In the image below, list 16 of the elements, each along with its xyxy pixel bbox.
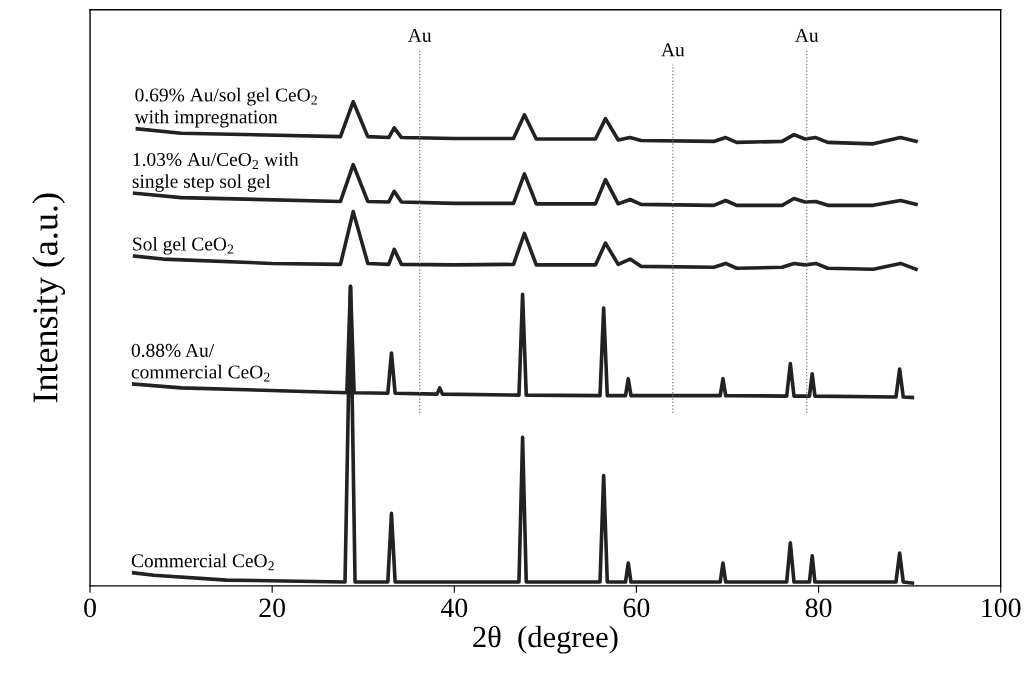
x-tick-label: 60 <box>623 598 650 618</box>
text: 0.69% Au/sol gel CeO$_{2}$ with impregnation <box>134 87 317 128</box>
series-label: 1.03% Au/CeO$_{2}$ with single step sol gel <box>132 152 299 192</box>
x-tick-label: 100 <box>982 598 1021 618</box>
series-label: Commercial CeO$_{2}$ <box>131 553 274 571</box>
x-tick-label: 40 <box>440 598 468 618</box>
ref-line-label: Au <box>795 28 819 42</box>
series-label: Sol gel CeO$_{2}$ <box>133 236 234 255</box>
series-label: 0.88% Au/ commercial CeO$_{2}$ <box>131 343 270 382</box>
x-tick-label: 0 <box>84 598 96 618</box>
y-axis-title: Intensity (a.u.) <box>32 193 66 403</box>
x-tick-label: 80 <box>805 598 832 618</box>
x-tick-label: 20 <box>259 598 285 618</box>
ref-line-label: Au <box>661 43 685 57</box>
ref-line-label: Au <box>408 28 432 42</box>
x-axis-title: 2θ (degree) <box>473 625 618 654</box>
